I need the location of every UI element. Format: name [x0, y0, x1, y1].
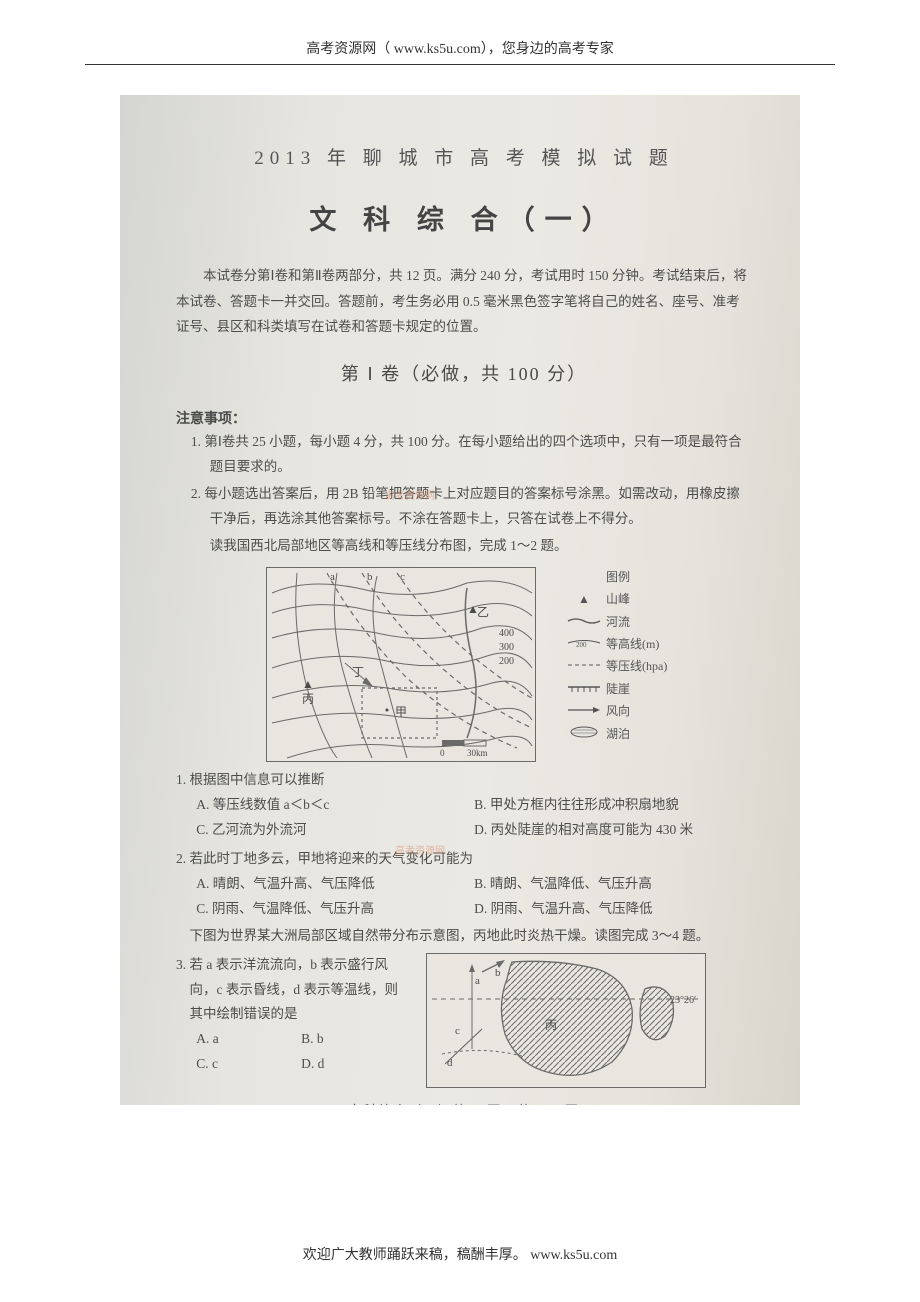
svg-text:30km: 30km: [467, 748, 488, 758]
scanned-exam-page: 2013 年 聊 城 市 高 考 模 拟 试 题 文 科 综 合（一） 本试卷分…: [120, 95, 800, 1105]
header-rule: [85, 64, 835, 65]
map1-label-yi: 乙: [477, 605, 489, 619]
legend-cliff: 陡崖: [562, 679, 667, 699]
watermark-1: 高考资源网: [385, 487, 435, 502]
q1-opt-b: B. 甲处方框内往往形成冲积扇地貌: [474, 793, 752, 818]
q3-opt-b: B. b: [301, 1027, 406, 1052]
q1-stem: 1. 根据图中信息可以推断: [176, 768, 752, 793]
svg-text:200: 200: [499, 656, 514, 667]
q2-opt-a: A. 晴朗、气温升高、气压降低: [196, 872, 474, 897]
map1-label-jia: 甲: [395, 705, 407, 719]
q1-opt-c: C. 乙河流为外流河: [196, 818, 474, 843]
q2-opt-c: C. 阴雨、气温降低、气压升高: [196, 897, 474, 922]
map1-legend: 图例 ▲山峰 河流 200等高线(m) 等压线(hpa) 陡崖 风向 湖泊: [562, 567, 667, 746]
svg-text:400: 400: [499, 628, 514, 639]
question-1: 1. 根据图中信息可以推断 A. 等压线数值 a＜b＜c B. 甲处方框内往往形…: [176, 768, 752, 843]
exam-intro-paragraph: 本试卷分第Ⅰ卷和第Ⅱ卷两部分，共 12 页。满分 240 分，考试用时 150 …: [176, 263, 752, 340]
map1-label-a: a: [330, 571, 335, 583]
question-2: 2. 若此时丁地多云，甲地将迎来的天气变化可能为 A. 晴朗、气温升高、气压降低…: [176, 847, 752, 922]
svg-text:▲: ▲: [302, 677, 314, 691]
map1-label-b: b: [367, 571, 373, 583]
q3-opt-c: C. c: [196, 1052, 301, 1077]
notice-item-2: 2. 每小题选出答案后，用 2B 铅笔把答题卡上对应题目的答案标号涂黑。如需改动…: [176, 482, 752, 532]
map1-figure-area: ▲ ▲ a b c 乙 丙 丁 甲 400 300 200: [266, 567, 752, 762]
page-footer: 欢迎广大教师踊跃来稿，稿酬丰厚。 www.ks5u.com: [0, 1244, 920, 1264]
map1-label-c: c: [400, 571, 405, 583]
q2-opt-b: B. 晴朗、气温降低、气压升高: [474, 872, 752, 897]
legend-contour: 200等高线(m): [562, 634, 667, 654]
legend-isobar: 等压线(hpa): [562, 656, 667, 676]
svg-text:a: a: [475, 975, 480, 987]
q1-opt-d: D. 丙处陡崖的相对高度可能为 430 米: [474, 818, 752, 843]
map1-label-bing: 丙: [302, 692, 314, 706]
map1-instruction: 读我国西北局部地区等高线和等压线分布图，完成 1～2 题。: [176, 534, 752, 559]
section-1-title: 第 Ⅰ 卷（必做，共 100 分）: [176, 360, 752, 386]
legend-lake: 湖泊: [562, 724, 667, 744]
svg-text:23°26′: 23°26′: [670, 995, 696, 1006]
svg-text:b: b: [495, 967, 501, 979]
page-header: 高考资源网（ www.ks5u.com），您身边的高考专家: [0, 0, 920, 58]
map2-instruction: 下图为世界某大洲局部区域自然带分布示意图，丙地此时炎热干燥。读图完成 3～4 题…: [176, 924, 752, 949]
svg-text:0: 0: [440, 748, 445, 758]
q3-opt-a: A. a: [196, 1027, 301, 1052]
q3-opt-d: D. d: [301, 1052, 406, 1077]
exam-title: 文 科 综 合（一）: [176, 198, 752, 237]
notice-item-1: 1. 第Ⅰ卷共 25 小题，每小题 4 分，共 100 分。在每小题给出的四个选…: [176, 430, 752, 480]
q1-opt-a: A. 等压线数值 a＜b＜c: [196, 793, 474, 818]
map1-diagram: ▲ ▲ a b c 乙 丙 丁 甲 400 300 200: [266, 567, 536, 762]
q2-opt-d: D. 阴雨、气温升高、气压降低: [474, 897, 752, 922]
q3-stem: 3. 若 a 表示洋流流向，b 表示盛行风向，c 表示昏线，d 表示等温线，则其…: [176, 953, 406, 1028]
q2-stem: 2. 若此时丁地多云，甲地将迎来的天气变化可能为: [176, 847, 752, 872]
scan-page-footer: 文科综合（一）第 1 页 共 1 2 页: [176, 1100, 752, 1105]
legend-wind: 风向: [562, 701, 667, 721]
svg-text:d: d: [447, 1057, 453, 1069]
map2-diagram: a b c d 丙 23°26′: [426, 953, 706, 1088]
legend-title: 图例: [562, 567, 667, 587]
svg-text:丙: 丙: [545, 1018, 557, 1032]
question-3-area: 3. 若 a 表示洋流流向，b 表示盛行风向，c 表示昏线，d 表示等温线，则其…: [176, 953, 752, 1088]
svg-text:c: c: [455, 1025, 460, 1037]
notice-heading: 注意事项：: [176, 408, 752, 428]
svg-text:200: 200: [576, 641, 587, 648]
svg-text:300: 300: [499, 642, 514, 653]
watermark-2: 高考资源网: [395, 842, 445, 857]
exam-subtitle: 2013 年 聊 城 市 高 考 模 拟 试 题: [176, 143, 752, 170]
map1-label-ding: 丁: [352, 665, 364, 679]
legend-river: 河流: [562, 612, 667, 632]
legend-peak: ▲山峰: [562, 589, 667, 609]
